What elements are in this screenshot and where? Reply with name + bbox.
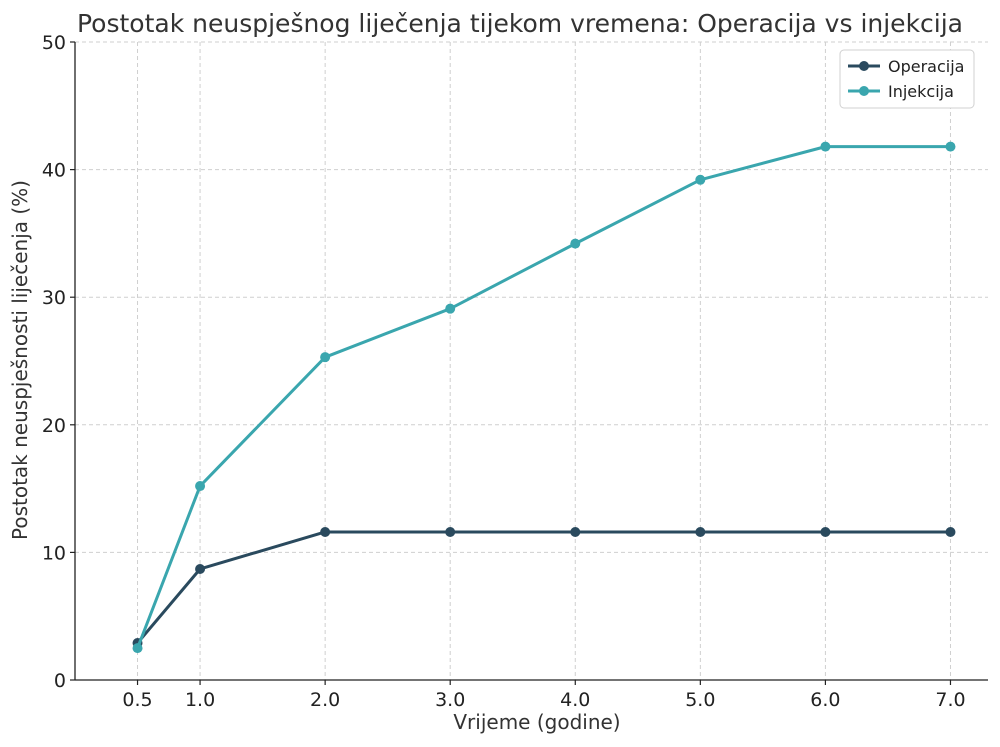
grid — [75, 41, 988, 680]
data-point-injekcija — [132, 643, 143, 654]
series-line-injekcija — [136, 145, 952, 650]
data-point-operacija — [570, 526, 581, 537]
legend: Operacija Injekcija — [839, 49, 975, 109]
y-tick-label: 50 — [42, 32, 66, 54]
legend-label-injekcija: Injekcija — [888, 82, 954, 101]
y-tick-label: 10 — [42, 542, 66, 564]
data-point-operacija — [445, 526, 456, 537]
x-tick-label: 3.0 — [435, 689, 465, 711]
data-point-injekcija — [570, 238, 581, 249]
data-point-operacija — [820, 526, 831, 537]
data-point-operacija — [195, 563, 206, 574]
data-point-operacija — [320, 526, 331, 537]
chart-title: Postotak neuspješnog liječenja tijekom v… — [77, 9, 963, 38]
data-point-injekcija — [320, 352, 331, 363]
y-tick-label: 30 — [42, 287, 66, 309]
axes: 0.5 1.0 2.0 3.0 4.0 5.0 6.0 7.0 0 10 20 30 40 50 — [42, 32, 988, 711]
series-operacija — [132, 526, 956, 648]
x-tick-label: 2.0 — [310, 689, 340, 711]
legend-label-operacija: Operacija — [888, 57, 964, 76]
x-tick-label: 5.0 — [685, 689, 715, 711]
x-tick-label: 0.5 — [122, 689, 152, 711]
y-tick-label: 0 — [54, 670, 66, 692]
data-point-operacija — [695, 526, 706, 537]
data-point-injekcija — [945, 141, 956, 152]
data-point-injekcija — [445, 303, 456, 314]
y-axis-label: Postotak neuspješnosti liječenja (%) — [8, 180, 32, 540]
y-tick-label: 20 — [42, 415, 66, 437]
x-tick-label: 6.0 — [810, 689, 840, 711]
data-point-injekcija — [195, 481, 206, 492]
x-axis-label: Vrijeme (godine) — [453, 710, 620, 734]
legend-marker-injekcija — [859, 86, 869, 96]
series-layer — [132, 141, 956, 654]
series-line-operacija — [136, 530, 952, 645]
data-point-injekcija — [695, 174, 706, 185]
y-tick-label: 40 — [42, 160, 66, 182]
data-point-injekcija — [820, 141, 831, 152]
x-tick-label: 7.0 — [935, 689, 965, 711]
data-point-operacija — [945, 526, 956, 537]
series-injekcija — [132, 141, 956, 654]
x-tick-label: 4.0 — [560, 689, 590, 711]
x-tick-label: 1.0 — [185, 689, 215, 711]
legend-marker-operacija — [859, 61, 869, 71]
